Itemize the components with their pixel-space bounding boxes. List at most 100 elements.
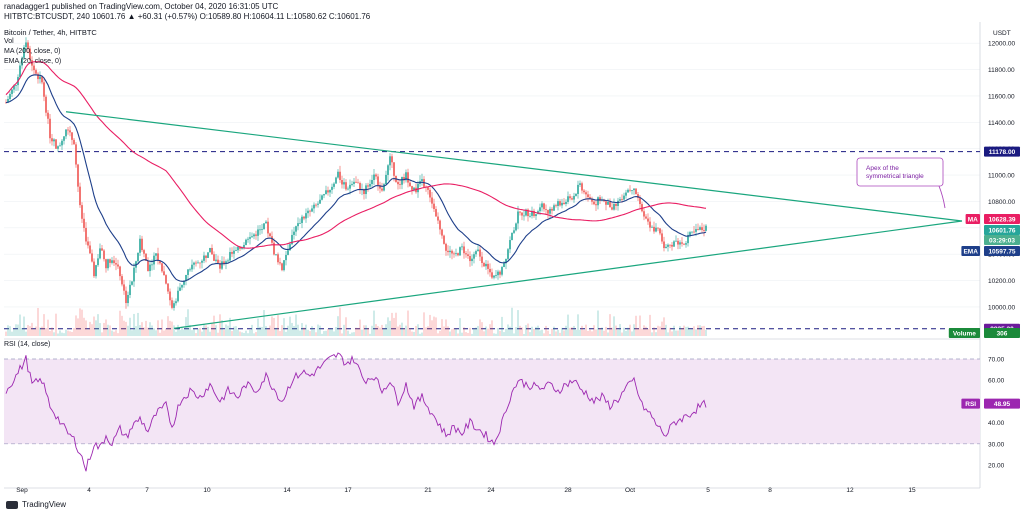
volume-bar [591, 331, 593, 336]
volume-bar [257, 318, 259, 336]
candle-body [43, 82, 45, 97]
candle-body [11, 89, 13, 94]
candle-body [109, 259, 111, 263]
indicator-ema[interactable]: EMA (20, close, 0) [4, 58, 65, 65]
candle-body [631, 190, 633, 191]
time-tick-label: 4 [87, 487, 91, 494]
volume-bar [371, 325, 373, 336]
volume-bar [411, 331, 413, 336]
candle-body [371, 179, 373, 185]
candle-body [73, 139, 75, 145]
volume-bar [155, 330, 157, 336]
candle-body [247, 238, 249, 240]
volume-bar [357, 327, 359, 336]
volume-bar [355, 327, 357, 336]
candle-body [83, 218, 85, 228]
volume-bar [691, 329, 693, 336]
volume-bar [581, 325, 583, 336]
candle-body [487, 263, 489, 269]
volume-bar [113, 331, 115, 336]
volume-bar [47, 319, 49, 336]
candle-body [643, 211, 645, 217]
candle-body [525, 209, 527, 216]
rsi-tag-bg [984, 398, 1020, 409]
volume-bar [689, 329, 691, 336]
candle-body [93, 261, 95, 277]
volume-bar [239, 331, 241, 336]
volume-bar [661, 321, 663, 336]
volume-bar [377, 326, 379, 336]
candle-body [547, 209, 549, 214]
candle-body [609, 201, 611, 208]
volume-bar [517, 310, 519, 336]
candle-body [169, 291, 171, 301]
symbol-title[interactable]: Bitcoin / Tether, 4h, HITBTC [4, 28, 101, 37]
volume-bar [469, 327, 471, 336]
volume-bar [313, 329, 315, 336]
candle-body [613, 203, 615, 210]
tradingview-brand[interactable]: TradingView [6, 500, 66, 509]
volume-bar [627, 327, 629, 336]
volume-bar [133, 313, 135, 336]
price-tags: 11178.009835.2010628.39MA10601.7603:29:0… [948, 146, 1020, 409]
volume-bar [447, 326, 449, 336]
volume-bar [235, 326, 237, 336]
candle-body [79, 186, 81, 206]
candle-body [459, 247, 461, 256]
candle-body [343, 182, 345, 185]
candle-body [257, 229, 259, 236]
indicator-ma[interactable]: MA (200, close, 0) [4, 48, 64, 55]
volume-tag-label: Volume [953, 330, 976, 337]
volume-bar [141, 322, 143, 336]
countdown-tag-value: 03:29:03 [989, 237, 1015, 244]
candle-body [651, 226, 653, 228]
volume-bar [389, 320, 391, 336]
candle-body [311, 208, 313, 212]
volume-bar [31, 322, 33, 336]
candle-body [285, 254, 287, 261]
volume-bar [347, 330, 349, 336]
ma-line [5, 61, 707, 249]
volume-bar [369, 333, 371, 336]
volume-bar [533, 329, 535, 336]
level-tag-upper-bg [984, 146, 1020, 157]
candle-body [397, 181, 399, 185]
volume-bar [455, 328, 457, 336]
candle-body [123, 284, 125, 291]
volume-bar [685, 326, 687, 336]
indicator-rsi[interactable]: RSI (14, close) [4, 341, 54, 348]
volume-bar [303, 327, 305, 336]
indicator-vol[interactable]: Vol [4, 38, 18, 45]
annotation-box [856, 157, 944, 187]
volume-bar [657, 325, 659, 336]
candle-body [191, 264, 193, 270]
time-tick-label: 7 [145, 487, 149, 494]
candle-body [209, 247, 211, 253]
volume-bar [529, 332, 531, 336]
volume-bar [551, 328, 553, 336]
time-tick-label: Sep [16, 487, 28, 494]
volume-bar [107, 324, 109, 336]
lower-trendline [173, 220, 963, 329]
volume-bar [29, 326, 31, 336]
candle-body [629, 189, 631, 191]
volume-bar [441, 319, 443, 336]
volume-bar [87, 329, 89, 336]
candle-body [71, 132, 73, 140]
candle-body [299, 223, 301, 224]
volume-bar [45, 327, 47, 336]
candle-body [131, 281, 133, 285]
volume-bar [423, 312, 425, 336]
volume-bar [319, 325, 321, 336]
volume-bar [503, 332, 505, 336]
volume-bar [17, 324, 19, 336]
volume-bar [683, 325, 685, 336]
candle-body [369, 184, 371, 187]
candle-body [449, 250, 451, 253]
candle-body [55, 139, 57, 149]
volume-bar [327, 329, 329, 336]
volume-bar [511, 307, 513, 336]
volume-bar [669, 327, 671, 336]
volume-bar [61, 332, 63, 336]
